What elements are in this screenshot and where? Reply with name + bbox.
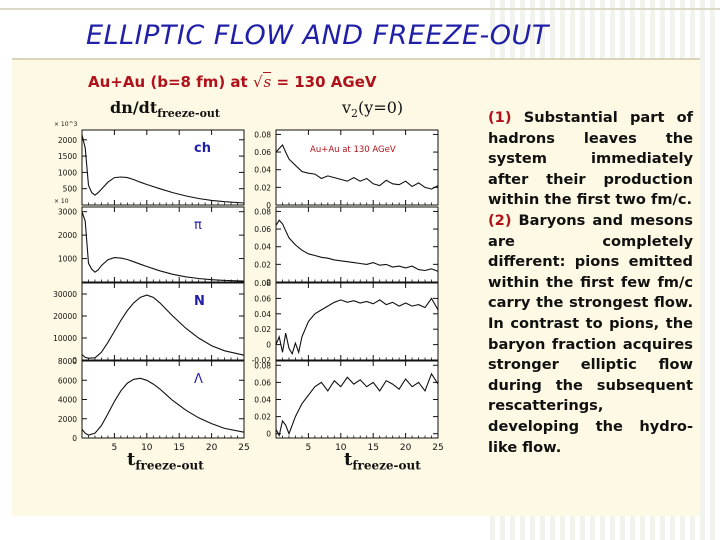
left-title-sub: freeze-out [157, 107, 221, 121]
v2-n-ytick-label: 0.08 [254, 279, 271, 288]
dndt-n-frame [81, 282, 245, 361]
dndt-ch-frame [81, 129, 245, 206]
left-title-main: dn/dt [110, 98, 158, 117]
right-xaxis-main: t [344, 449, 353, 470]
dndt-n-ytick-label: 10000 [53, 334, 77, 343]
v2-lambda-ytick-label: 0.04 [254, 396, 271, 405]
right-title-main: v [342, 98, 352, 117]
v2-ch-ytick-label: 0.04 [254, 166, 271, 175]
dndt-ch-particle-label: ch [194, 141, 211, 156]
dndt-ch-ytick-label: 2000 [58, 136, 77, 145]
v2-lambda-xtick-label: 25 [432, 443, 443, 453]
dndt-lambda-ytick-label: 0 [72, 434, 77, 443]
v2-pi-ytick-label: 0.02 [254, 260, 271, 269]
note-1-text: Substantial part of hadrons leaves the s… [488, 109, 693, 209]
dndt-ch-curve [81, 134, 245, 204]
dndt-n-ytick-label: 30000 [53, 290, 77, 299]
note-2-number: (2) [488, 211, 512, 229]
dndt-pi-multiplier-label: × 10 [54, 198, 69, 205]
v2-lambda-xtick-label: 15 [367, 443, 378, 453]
v2-lambda-xtick-label: 20 [400, 443, 412, 453]
v2-ch-ytick-label: 0.02 [254, 183, 271, 192]
dndt-lambda-ytick-label: 8000 [58, 357, 77, 366]
v2-n-ytick-label: 0.02 [254, 325, 271, 334]
dndt-lambda-xtick-label: 5 [112, 443, 118, 453]
v2-inset-label: Au+Au at 130 AGeV [310, 145, 396, 155]
heading-main: Au+Au (b=8 fm) at [88, 73, 248, 91]
dndt-pi-curve [81, 211, 245, 282]
v2-ch-curve [275, 144, 439, 190]
note-1: (1) Substantial part of hadrons leaves t… [488, 108, 693, 211]
right-title-sub: 2 [351, 107, 359, 121]
dndt-lambda-xtick-label: 20 [206, 443, 218, 453]
v2-pi-curve [275, 219, 439, 272]
dndt-pi-ytick-label: 1000 [58, 255, 77, 264]
dndt-pi-frame [81, 206, 245, 283]
v2-pi-frame [275, 206, 439, 283]
v2-pi-ytick-label: 0.08 [254, 207, 271, 216]
heading-energy: = 130 AGeV [276, 73, 377, 91]
v2-n-ytick-label: -0.02 [252, 356, 272, 365]
v2-n-curve [275, 297, 439, 356]
v2-pi-ytick-label: 0 [266, 278, 271, 287]
v2-lambda-xtick-label: 5 [306, 443, 312, 453]
dndt-lambda-particle-label: Λ [194, 372, 203, 387]
v2-lambda-xtick-label: 10 [335, 443, 347, 453]
left-column-title: dn/dtfreeze-out [110, 98, 220, 120]
figure-heading: Au+Au (b=8 fm) at √s = 130 AGeV [88, 72, 377, 91]
v2-ch-ytick-label: 0.06 [254, 148, 271, 157]
v2-lambda-frame [275, 360, 439, 439]
dndt-n-curve [81, 294, 245, 359]
v2-n-ytick-label: 0 [266, 341, 271, 350]
dndt-ch-multiplier-label: × 10^3 [54, 121, 78, 128]
v2-pi-ytick-label: 0.06 [254, 225, 271, 234]
dndt-n-ytick-label: 0 [72, 356, 77, 365]
v2-n-ytick-label: 0.04 [254, 310, 271, 319]
top-rule [0, 8, 720, 10]
v2-lambda-curve [275, 372, 439, 437]
slide-title: ELLIPTIC FLOW AND FREEZE-OUT [86, 20, 549, 51]
dndt-ch-ytick-label: 1500 [58, 152, 77, 161]
note-2-text: Baryons and mesons are completely differ… [488, 211, 693, 456]
dndt-lambda-xtick-label: 10 [141, 443, 153, 453]
dndt-ch-ytick-label: 1000 [58, 168, 77, 177]
v2-ch-frame [275, 129, 439, 206]
dndt-lambda-ytick-label: 6000 [58, 376, 77, 385]
left-xaxis-sub: freeze-out [135, 458, 204, 473]
v2-ch-ytick-label: 0 [266, 201, 271, 210]
right-column-title: v2(y=0) [342, 98, 403, 120]
figure-panel-top-rule [12, 58, 700, 60]
right-xaxis-sub: freeze-out [352, 458, 421, 473]
v2-pi-ytick-label: 0.04 [254, 243, 271, 252]
left-xaxis-main: t [127, 449, 136, 470]
v2-lambda-ytick-label: 0.08 [254, 361, 271, 370]
dndt-n-ytick-label: 20000 [53, 312, 77, 321]
v2-n-ytick-label: 0.06 [254, 294, 271, 303]
v2-n-frame [275, 282, 439, 361]
dndt-lambda-xtick-label: 25 [238, 443, 249, 453]
notes-text: (1) Substantial part of hadrons leaves t… [488, 108, 693, 458]
dndt-pi-ytick-label: 3000 [58, 208, 77, 217]
dndt-lambda-xtick-label: 15 [173, 443, 184, 453]
dndt-pi-particle-label: π [194, 218, 202, 233]
heading-sqrt-arg: s [262, 72, 272, 91]
dndt-n-particle-label: N [194, 294, 205, 309]
right-xaxis-title: tfreeze-out [344, 449, 421, 473]
note-1-number: (1) [488, 109, 512, 126]
left-xaxis-title: tfreeze-out [127, 449, 204, 473]
dndt-lambda-curve [81, 377, 245, 436]
note-2: (2) Baryons and mesons are completely di… [488, 211, 693, 458]
v2-lambda-ytick-label: 0.06 [254, 378, 271, 387]
dndt-lambda-ytick-label: 2000 [58, 415, 77, 424]
v2-lambda-ytick-label: 0 [266, 430, 271, 439]
dndt-pi-ytick-label: 2000 [58, 231, 77, 240]
dndt-lambda-ytick-label: 4000 [58, 396, 77, 405]
dndt-ch-ytick-label: 500 [63, 185, 78, 194]
right-title-tail: (y=0) [358, 98, 404, 117]
v2-lambda-ytick-label: 0.02 [254, 413, 271, 422]
v2-ch-ytick-label: 0.08 [254, 130, 271, 139]
